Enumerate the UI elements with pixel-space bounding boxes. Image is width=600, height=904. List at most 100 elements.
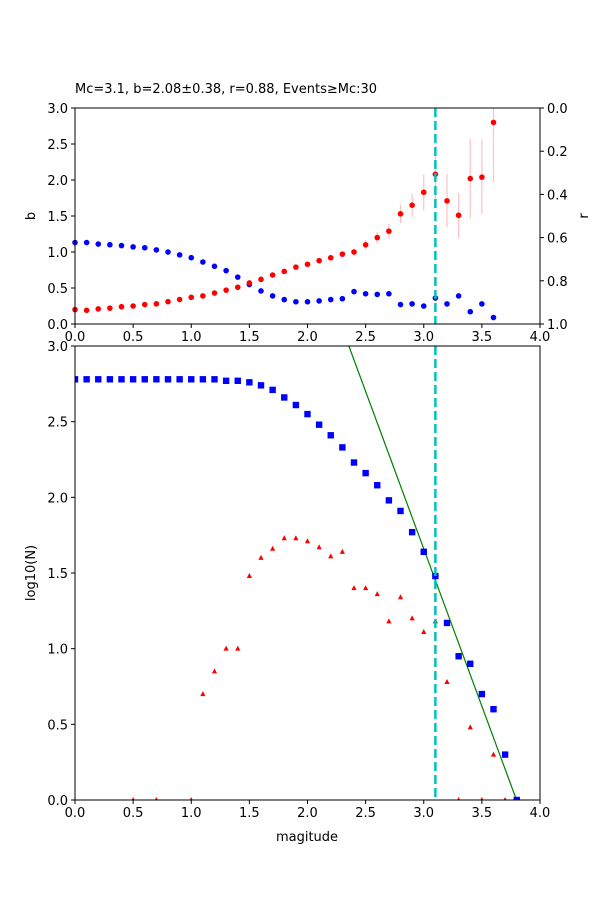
r-point [339, 295, 346, 302]
cumulative-point [501, 751, 509, 758]
top-x-tick-label: 0.0 [65, 330, 86, 345]
noncumulative-point [154, 797, 158, 800]
r-point [316, 298, 322, 304]
noncumulative-point [503, 797, 507, 800]
b-point [351, 249, 357, 255]
noncumulative-point [386, 618, 392, 624]
bottom-y-tick-label: 2.0 [47, 491, 68, 506]
bottom-y-tick-label: 1.5 [47, 567, 68, 582]
b-point [165, 298, 171, 305]
r-point [479, 301, 485, 307]
bottom-x-tick-label: 2.0 [297, 806, 318, 821]
b-point [188, 294, 195, 301]
bottom-y-tick-label: 0.5 [47, 718, 68, 733]
r-point [467, 308, 474, 315]
cumulative-point [141, 376, 148, 383]
r-point [83, 239, 90, 246]
cumulative-point [374, 482, 381, 489]
r-point [490, 314, 497, 321]
r-point [118, 242, 125, 249]
b-point [211, 290, 218, 296]
r-point [141, 244, 148, 251]
b-point [281, 268, 288, 275]
cumulative-point [350, 459, 358, 466]
cumulative-point [443, 619, 451, 627]
cumulative-point [478, 690, 486, 698]
r-point [234, 274, 241, 280]
cumulative-point [467, 660, 474, 667]
bottom-x-tick-label: 1.0 [181, 806, 202, 821]
r-point [200, 259, 206, 265]
r-point [351, 288, 357, 295]
b-point [339, 251, 346, 257]
b-point [420, 189, 427, 196]
cumulative-point [455, 653, 462, 660]
cumulative-point [257, 382, 265, 389]
cumulative-point [188, 376, 195, 383]
b-point [362, 242, 369, 248]
cumulative-point [83, 376, 90, 383]
r-point [95, 241, 102, 247]
cumulative-point [106, 376, 114, 383]
cumulative-point [490, 706, 497, 713]
noncumulative-point [480, 797, 484, 800]
cumulative-point [95, 376, 102, 383]
bottom-y-tick-label: 1.0 [47, 643, 68, 658]
top-y-tick-label: 3.0 [47, 102, 68, 117]
bottom-y-tick-label: 3.0 [47, 340, 68, 355]
noncumulative-point [397, 594, 404, 600]
b-point [153, 301, 160, 307]
cumulative-point [397, 507, 404, 515]
b-point [223, 287, 229, 293]
b-point [316, 257, 322, 264]
top-y-right-tick-label: 0.0 [547, 102, 568, 117]
noncumulative-point [467, 724, 473, 730]
r-point [223, 267, 229, 274]
top-y-right-tick-label: 1.0 [547, 318, 568, 333]
bottom-plot: 0.0 0.5 1.0 1.5 2.0 2.5 3.0 3.5 4.0 0.0 0.5 1.0 1.5 2… [47, 340, 550, 821]
bottom-axes-frame [74, 345, 541, 801]
bottom-x-tick-label: 0.0 [65, 806, 86, 821]
noncumulative-point [409, 615, 415, 621]
b-point [490, 119, 497, 126]
r-point [107, 241, 113, 248]
bottom-x-tick-label: 3.5 [472, 806, 493, 821]
top-x-tick-label: 2.5 [355, 330, 376, 345]
noncumulative-point [374, 591, 380, 597]
top-y-right-tick-label: 0.6 [547, 232, 568, 247]
noncumulative-point [339, 548, 345, 554]
b-point [386, 228, 392, 234]
top-y-tick-label: 1.0 [47, 246, 68, 261]
b-point [479, 174, 485, 180]
top-y-right-tick-label: 0.4 [547, 188, 568, 203]
r-point [153, 247, 160, 253]
cumulative-point [199, 376, 207, 383]
top-y-label: b [24, 212, 39, 220]
bottom-x-tick-label: 0.5 [123, 806, 144, 821]
cumulative-point [211, 376, 218, 383]
b-point [397, 211, 404, 217]
b-point [467, 175, 474, 182]
r-point [165, 249, 171, 255]
top-y-tick-label: 0.0 [47, 318, 68, 333]
cumulative-point [176, 376, 183, 383]
noncumulative-point [293, 535, 299, 541]
noncumulative-point [270, 545, 276, 551]
noncumulative-point [131, 797, 135, 800]
top-y-right-label: r [577, 213, 592, 219]
b-point [141, 301, 148, 308]
top-x-tick-label: 3.5 [472, 330, 493, 345]
bottom-x-tick-label: 2.5 [355, 806, 376, 821]
noncumulative-point [328, 553, 334, 559]
cumulative-point [304, 410, 311, 418]
top-axes-frame [74, 107, 541, 325]
b-point [200, 293, 206, 299]
noncumulative-point [281, 535, 287, 541]
cumulative-point [222, 377, 230, 385]
noncumulative-point [363, 585, 369, 591]
r-point [397, 301, 404, 308]
cumulative-point [362, 469, 369, 477]
cumulative-point [339, 444, 346, 451]
cumulative-point [75, 376, 79, 383]
bottom-y-tick-label: 2.5 [47, 416, 68, 431]
